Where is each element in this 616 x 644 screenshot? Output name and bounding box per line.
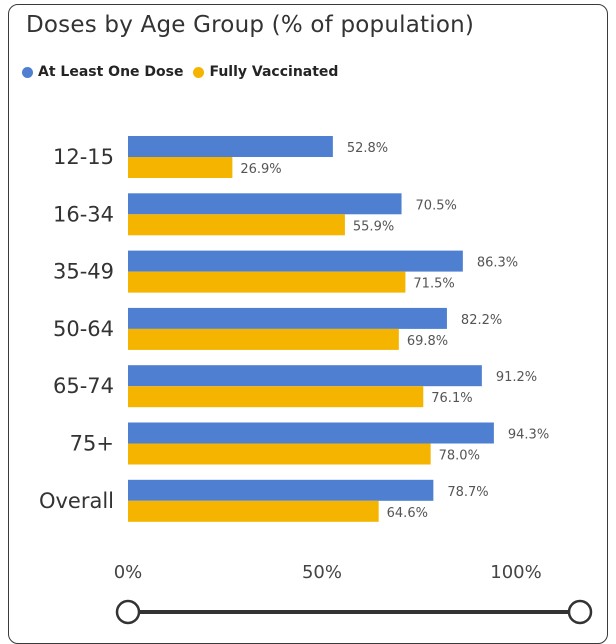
legend[interactable]: At Least One Dose Fully Vaccinated: [22, 64, 348, 80]
data-label-fully-vaccinated-overall: 64.6%: [387, 506, 428, 521]
data-label-at-least-one-dose-16-34: 70.5%: [416, 198, 457, 213]
bar-fully-vaccinated-16-34[interactable]: [128, 214, 345, 236]
range-slider-start-handle[interactable]: [115, 599, 141, 625]
data-label-at-least-one-dose-35-49: 86.3%: [477, 256, 518, 271]
chart-title: Doses by Age Group (% of population): [26, 12, 475, 38]
bar-fully-vaccinated-50-64[interactable]: [128, 328, 399, 350]
bar-at-least-one-dose-65-74[interactable]: [128, 365, 482, 387]
data-label-fully-vaccinated-75-: 78.0%: [439, 449, 480, 464]
category-label-overall: Overall: [39, 489, 114, 513]
legend-dot-fully-vaccinated: [193, 66, 205, 78]
bar-fully-vaccinated-75-[interactable]: [128, 443, 431, 465]
category-label-12-15: 12-15: [53, 145, 114, 169]
data-label-at-least-one-dose-overall: 78.7%: [447, 485, 488, 500]
category-label-75-: 75+: [70, 432, 114, 456]
x-tick-label: 100%: [490, 562, 541, 583]
data-label-fully-vaccinated-65-74: 76.1%: [431, 391, 472, 406]
bar-at-least-one-dose-35-49[interactable]: [128, 250, 463, 272]
data-label-fully-vaccinated-35-49: 71.5%: [413, 277, 454, 292]
bar-at-least-one-dose-overall[interactable]: [128, 479, 434, 501]
data-label-fully-vaccinated-12-15: 26.9%: [240, 162, 281, 177]
data-label-at-least-one-dose-12-15: 52.8%: [347, 141, 388, 156]
range-slider-end-handle[interactable]: [567, 599, 593, 625]
category-label-50-64: 50-64: [53, 317, 114, 341]
x-tick-label: 0%: [114, 562, 143, 583]
data-label-at-least-one-dose-65-74: 91.2%: [496, 370, 537, 385]
x-tick-label: 50%: [302, 562, 342, 583]
bar-at-least-one-dose-16-34[interactable]: [128, 193, 402, 215]
category-label-65-74: 65-74: [53, 374, 114, 398]
bar-chart: 12-15 52.8% 26.9% 16-34 70.5% 55.9% 35-49 86.3%…: [39, 136, 593, 625]
bar-at-least-one-dose-75-[interactable]: [128, 422, 494, 444]
bar-fully-vaccinated-35-49[interactable]: [128, 271, 406, 293]
bar-fully-vaccinated-overall[interactable]: [128, 500, 379, 522]
legend-dot-at-least-one-dose: [22, 66, 33, 78]
category-label-35-49: 35-49: [53, 260, 114, 284]
legend-item-fully-vaccinated[interactable]: Fully Vaccinated: [193, 64, 338, 80]
legend-label-fully-vaccinated: Fully Vaccinated: [209, 64, 339, 80]
data-label-fully-vaccinated-50-64: 69.8%: [407, 334, 448, 349]
bar-fully-vaccinated-12-15[interactable]: [128, 157, 233, 178]
bar-at-least-one-dose-12-15[interactable]: [128, 136, 333, 157]
category-label-16-34: 16-34: [53, 202, 114, 226]
legend-label-at-least-one-dose: At Least One Dose: [38, 64, 184, 80]
bar-fully-vaccinated-65-74[interactable]: [128, 386, 424, 408]
bar-at-least-one-dose-50-64[interactable]: [128, 307, 447, 329]
data-label-at-least-one-dose-50-64: 82.2%: [461, 313, 502, 328]
data-label-fully-vaccinated-16-34: 55.9%: [353, 219, 394, 234]
data-label-at-least-one-dose-75-: 94.3%: [508, 428, 549, 443]
legend-item-at-least-one-dose[interactable]: At Least One Dose: [22, 64, 183, 80]
